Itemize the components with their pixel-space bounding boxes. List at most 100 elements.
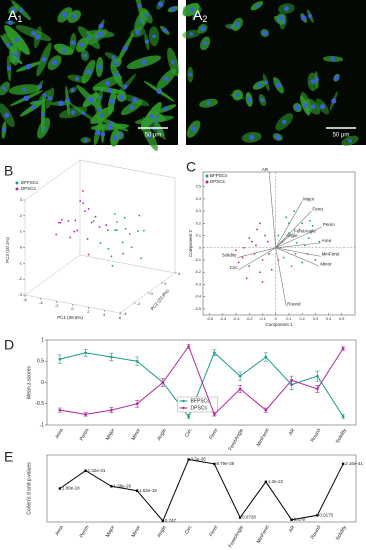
panel-label: A1 — [8, 7, 22, 25]
nucleus — [97, 64, 102, 70]
point — [290, 265, 293, 268]
loading-vector — [275, 232, 294, 249]
point — [73, 230, 76, 233]
nucleus — [58, 100, 64, 107]
nucleus — [314, 77, 320, 83]
vector-label: Feret — [312, 206, 323, 211]
y-axis-label: Cohen's d and p-values — [26, 462, 32, 515]
point — [107, 229, 109, 231]
point — [94, 215, 97, 218]
point — [314, 259, 317, 261]
marker — [290, 379, 293, 382]
legend-label: BFPSCs — [191, 398, 211, 404]
marker — [316, 514, 319, 517]
marker — [264, 480, 268, 483]
point — [92, 220, 95, 222]
x-tick-label: Angle — [156, 427, 168, 441]
plot-frame — [202, 171, 356, 316]
marker — [84, 469, 87, 472]
marker — [84, 351, 87, 355]
loading-vector — [237, 247, 276, 258]
x-tick-label: Major — [105, 524, 117, 538]
point — [99, 241, 102, 244]
nucleus — [98, 23, 104, 29]
point — [241, 256, 244, 259]
nucleus — [334, 75, 340, 81]
y-tick-label: -0.5 — [35, 401, 44, 407]
x-tick-label: Angle — [156, 524, 168, 538]
vector-label: Angle — [286, 233, 298, 238]
point — [123, 216, 126, 219]
marker — [213, 462, 216, 466]
nucleus — [7, 20, 13, 26]
point — [111, 264, 114, 267]
point — [294, 252, 297, 255]
z-tick-label: -1 — [18, 260, 22, 265]
box-edge — [24, 159, 81, 201]
marker — [135, 402, 139, 406]
point — [59, 221, 62, 224]
nucleus — [31, 105, 36, 110]
marker — [316, 387, 319, 391]
nucleus — [119, 94, 125, 100]
point — [243, 246, 245, 249]
z-tick-label: -3 — [18, 292, 22, 297]
nucleus — [51, 60, 58, 66]
box-edge — [24, 254, 81, 296]
nucleus — [206, 101, 211, 106]
marker — [187, 345, 190, 348]
legend-label: BFPSCs — [21, 180, 39, 185]
legend-label: BFPSCs — [210, 173, 228, 178]
point — [74, 219, 77, 222]
nucleus — [308, 14, 313, 19]
marker — [290, 518, 293, 521]
label: A — [8, 7, 18, 23]
loading-vector — [275, 201, 303, 248]
p-value-label: 1.38e-20 — [113, 483, 131, 488]
point — [124, 227, 127, 230]
y-tick-label: 0.1 — [196, 234, 201, 238]
nucleus — [330, 56, 336, 62]
x-axis-label: Component 1 — [265, 322, 293, 327]
nucleus — [255, 3, 259, 8]
z-axis-label: PC3 (10.1%) — [5, 237, 10, 263]
point — [318, 240, 321, 243]
point — [307, 237, 310, 239]
marker — [110, 485, 113, 488]
x-tick-label: 0.2 — [299, 317, 304, 321]
nucleus — [300, 15, 307, 21]
x-tick-label: 0 — [275, 317, 277, 321]
y-tick-label: -4 — [123, 311, 127, 316]
legend-label: DPSCs — [191, 405, 208, 411]
loading-vector — [275, 247, 321, 257]
y-tick-label: 0.2 — [196, 221, 201, 225]
point — [128, 233, 131, 235]
x-tick-label: -4 — [39, 300, 43, 305]
nucleus — [19, 8, 24, 13]
panel-label: C — [186, 159, 196, 175]
x-tick-label: Minor — [131, 427, 143, 441]
z-tick-label: 3 — [20, 197, 23, 202]
point — [55, 233, 58, 236]
nucleus — [203, 41, 208, 46]
point — [256, 228, 259, 231]
point — [67, 220, 70, 222]
x-tick-label: -0.4 — [220, 317, 227, 321]
y-tick-label: 2 — [164, 281, 167, 286]
point — [237, 261, 240, 264]
nucleus — [132, 97, 138, 103]
nucleus — [147, 133, 152, 139]
point — [235, 249, 237, 252]
series-line — [59, 458, 344, 522]
y-tick-label: -0.3 — [194, 282, 201, 286]
nucleus — [83, 138, 88, 142]
marker — [264, 355, 268, 359]
nucleus — [75, 76, 80, 81]
plot-frame — [46, 339, 357, 426]
nucleus — [107, 124, 113, 130]
nucleus — [275, 82, 282, 88]
x-axis-label: PC1 (39.5%) — [57, 315, 83, 320]
legend-label: DPSCs — [21, 186, 37, 191]
nucleus — [164, 106, 169, 111]
nucleus — [162, 28, 168, 33]
